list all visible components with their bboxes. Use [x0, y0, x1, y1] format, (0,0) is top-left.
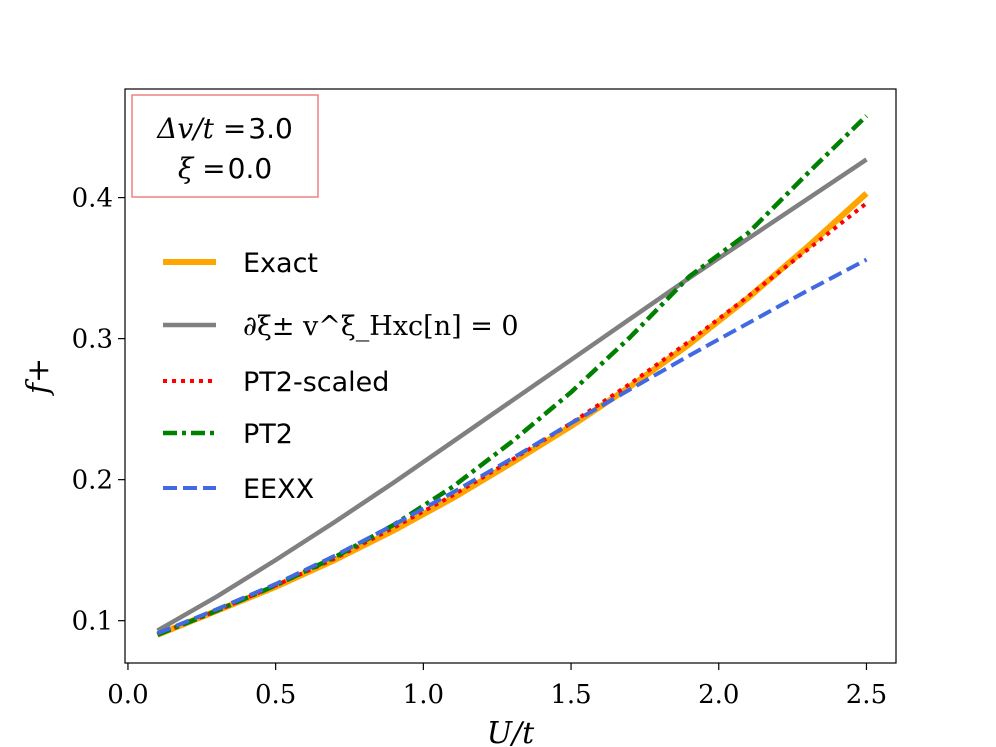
y-axis-title: f+ — [21, 358, 56, 396]
legend-item-pt2-scaled: PT2-scaled — [163, 367, 389, 398]
legend-label: PT2-scaled — [243, 367, 389, 398]
annotation-box — [131, 94, 319, 198]
axis-titles: U/t f+ — [21, 358, 535, 747]
axis-ticks: 0.0 0.5 1.0 1.5 2.0 2.5 0.1 0.2 0.3 0.4 — [72, 184, 887, 710]
series-lines — [156, 114, 869, 638]
x-tick-label: 1.0 — [403, 680, 444, 710]
x-axis-title: U/t — [487, 716, 535, 747]
legend: Exact ∂ξ± v^ξ_Hxc[n] = 0 PT2-scaled PT2 EEXX — [163, 248, 519, 505]
parameter-annotation: Δv/t =3.0 ξ =0.0 — [131, 94, 319, 198]
frozen-hxc-line — [156, 157, 868, 633]
x-tick-label: 2.0 — [698, 680, 739, 710]
pt2-line — [156, 114, 869, 637]
legend-item-pt2: PT2 — [163, 419, 293, 450]
x-tick-label: 2.5 — [846, 680, 887, 710]
legend-item-eexx: EEXX — [163, 474, 314, 505]
legend-label: Exact — [243, 248, 318, 279]
annotation-line-1: Δv/t =3.0 — [156, 112, 293, 145]
legend-label: EEXX — [243, 474, 314, 505]
legend-item-frozen-hxc: ∂ξ± v^ξ_Hxc[n] = 0 — [163, 311, 519, 342]
y-tick-label: 0.1 — [72, 607, 113, 637]
x-tick-label: 0.5 — [255, 680, 296, 710]
x-tick-label: 0.0 — [107, 680, 148, 710]
annotation-line-2: ξ =0.0 — [178, 152, 272, 185]
legend-label: ∂ξ± v^ξ_Hxc[n] = 0 — [243, 311, 519, 342]
legend-label: PT2 — [243, 419, 293, 450]
y-tick-label: 0.2 — [72, 466, 113, 496]
y-tick-label: 0.3 — [72, 325, 113, 355]
legend-item-exact: Exact — [163, 248, 318, 279]
x-tick-label: 1.5 — [550, 680, 591, 710]
y-tick-label: 0.4 — [72, 184, 113, 214]
eexx-line — [156, 257, 868, 636]
plot-frame — [124, 88, 897, 664]
